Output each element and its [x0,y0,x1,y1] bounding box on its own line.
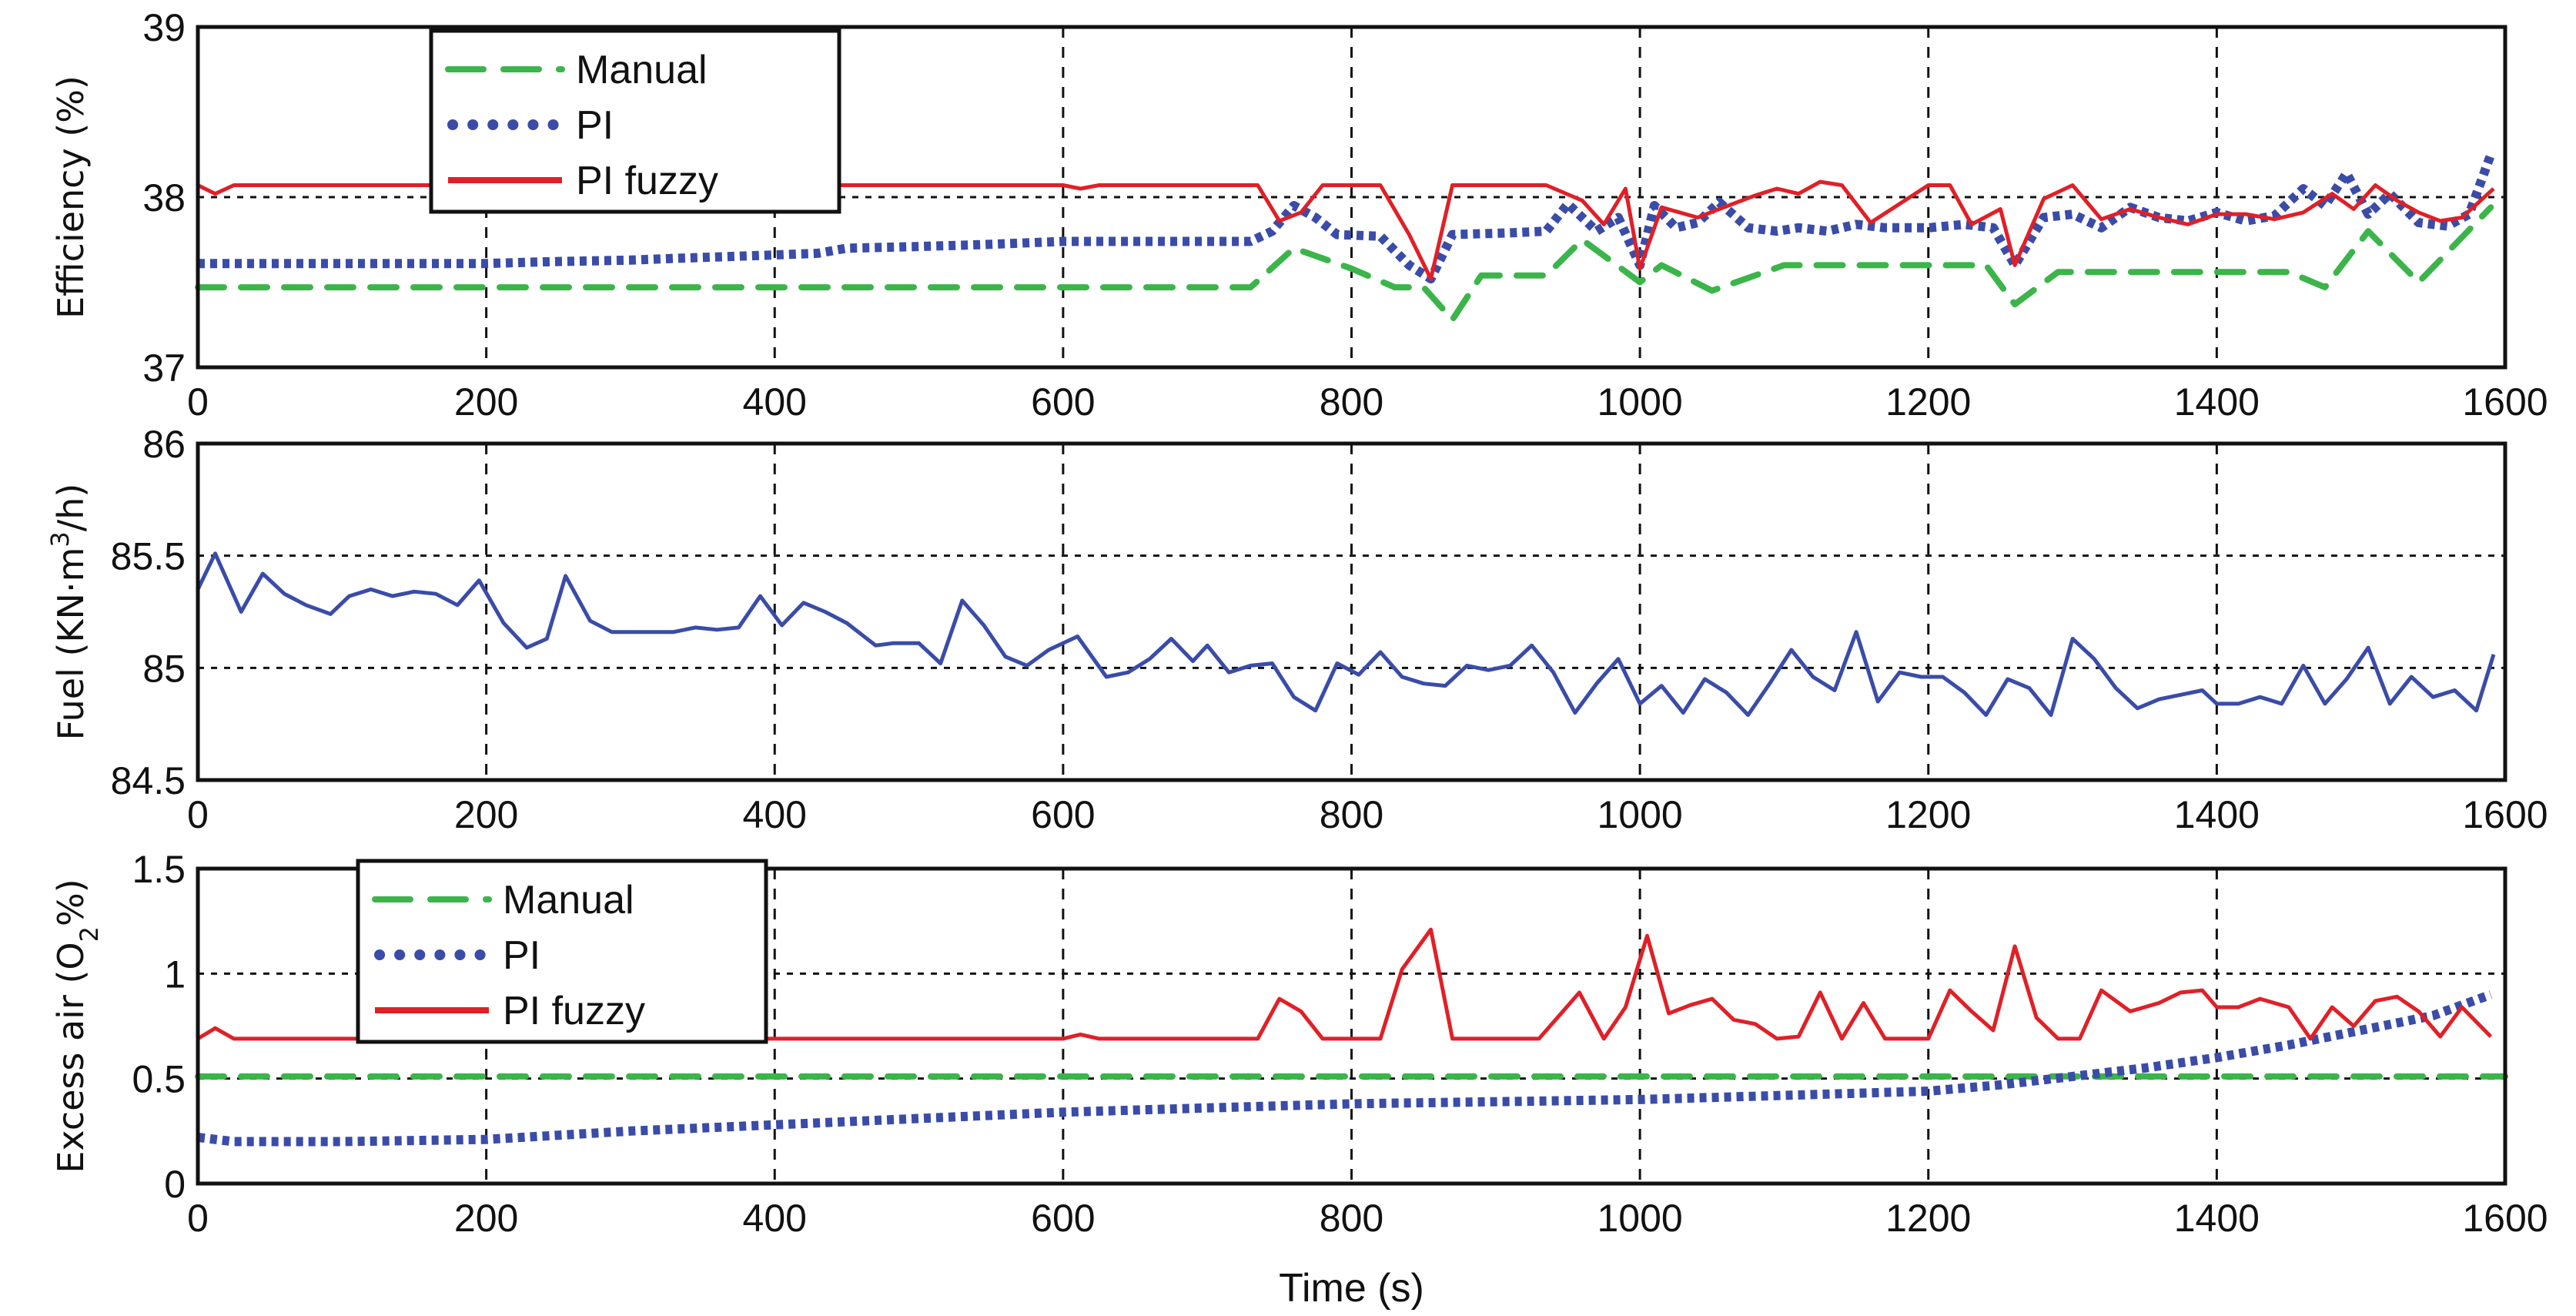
series-line-pi-fuzzy [196,927,2493,1041]
excess-ylabel-text: Excess air (O [50,942,92,1173]
fuel-axes-frame [196,441,2507,782]
series-line-pi [198,152,2495,284]
fuel-ylabel-tail: /h) [50,484,92,532]
series-line-fuel [196,551,2496,717]
legend-label: Manual [576,48,708,92]
fuel-tick-labels: 0 200 400 600 800 1000 1200 1400 1600 84.5 85 85.5 8… [111,423,2548,836]
x-tick-label: 200 [454,1197,518,1240]
x-tick-label: 1400 [2174,793,2260,836]
series-line-pi-fuzzy [196,179,2495,281]
x-tick-label: 400 [743,1197,807,1240]
x-tick-label: 400 [743,380,807,424]
x-tick-label: 1600 [2462,1197,2548,1240]
fuel-ylabel-text: Fuel (KN·m [50,547,92,741]
excess-ylabel-subscript: 2 [75,926,104,942]
efficiency-tick-labels: 0 200 400 600 800 1000 1200 1400 1600 37 38 39 [142,6,2548,424]
y-tick-label: 85 [142,647,186,690]
series-line-manual [195,204,2494,323]
x-tick-label: 1200 [1885,380,1971,424]
y-tick-label: 0.5 [132,1058,186,1101]
x-tick-label: 1200 [1885,1197,1971,1240]
excess-air-y-axis-label: Excess air (O2%) [50,879,104,1173]
efficiency-y-axis-label: Efficiency (%) [50,75,92,319]
x-tick-label: 1200 [1885,793,1971,836]
y-tick-label: 1.5 [132,848,186,891]
legend-label: Manual [503,878,634,923]
x-tick-label: 600 [1031,380,1095,424]
y-tick-label: 86 [142,423,186,466]
excess-air-tick-labels: 0 200 400 600 800 1000 1200 1400 1600 0 0.5 1 1.5 [132,848,2548,1240]
legend-label: PI fuzzy [503,989,645,1033]
y-tick-label: 84.5 [111,759,186,802]
x-tick-label: 800 [1320,1197,1383,1240]
x-tick-label: 1000 [1597,1197,1683,1240]
efficiency-axes-frame [196,25,2507,370]
efficiency-legend: Manual PI PI fuzzy [429,28,841,214]
excess-air-series [195,927,2508,1147]
x-tick-label: 800 [1320,793,1383,836]
fuel-ylabel-superscript: 3 [45,531,75,547]
excess-air-grid [198,869,2505,1184]
x-tick-label: 0 [187,380,209,424]
efficiency-series [195,152,2495,323]
fuel-grid [198,444,2505,780]
fuel-y-axis-label: Fuel (KN·m3/h) [45,484,92,741]
y-tick-label: 1 [164,953,186,996]
x-axis-label: Time (s) [1279,1266,1424,1311]
x-tick-label: 200 [454,380,518,424]
efficiency-panel: 0 200 400 600 800 1000 1200 1400 1600 37 38 39 Effi… [50,6,2548,424]
x-tick-label: 0 [187,793,209,836]
y-tick-label: 38 [142,176,186,219]
y-tick-label: 0 [164,1163,186,1206]
excess-air-legend: Manual PI PI fuzzy [356,859,768,1044]
y-tick-label: 39 [142,6,186,49]
y-tick-label: 37 [142,347,186,390]
x-tick-label: 400 [743,793,807,836]
x-tick-label: 600 [1031,1197,1095,1240]
excess-air-panel: 0 200 400 600 800 1000 1200 1400 1600 0 0.5 1 1.5 Ex… [50,848,2548,1311]
fuel-panel: 0 200 400 600 800 1000 1200 1400 1600 84.5 85 85.5 8… [45,423,2548,836]
x-tick-label: 1600 [2462,380,2548,424]
x-tick-label: 600 [1031,793,1095,836]
excess-air-axes-frame [196,866,2507,1186]
series-line-pi [197,990,2493,1147]
x-tick-label: 200 [454,793,518,836]
legend-label: PI fuzzy [576,159,718,203]
x-tick-label: 1400 [2174,380,2260,424]
x-tick-label: 1000 [1597,793,1683,836]
x-tick-label: 1400 [2174,1197,2260,1240]
excess-ylabel-tail: %) [50,879,92,926]
x-tick-label: 1600 [2462,793,2548,836]
y-tick-label: 85.5 [111,535,186,578]
legend-label: PI [576,103,614,148]
x-tick-label: 800 [1320,380,1383,424]
x-tick-label: 0 [187,1197,209,1240]
legend-label: PI [503,933,540,978]
fuel-series [196,551,2496,717]
x-tick-label: 1000 [1597,380,1683,424]
